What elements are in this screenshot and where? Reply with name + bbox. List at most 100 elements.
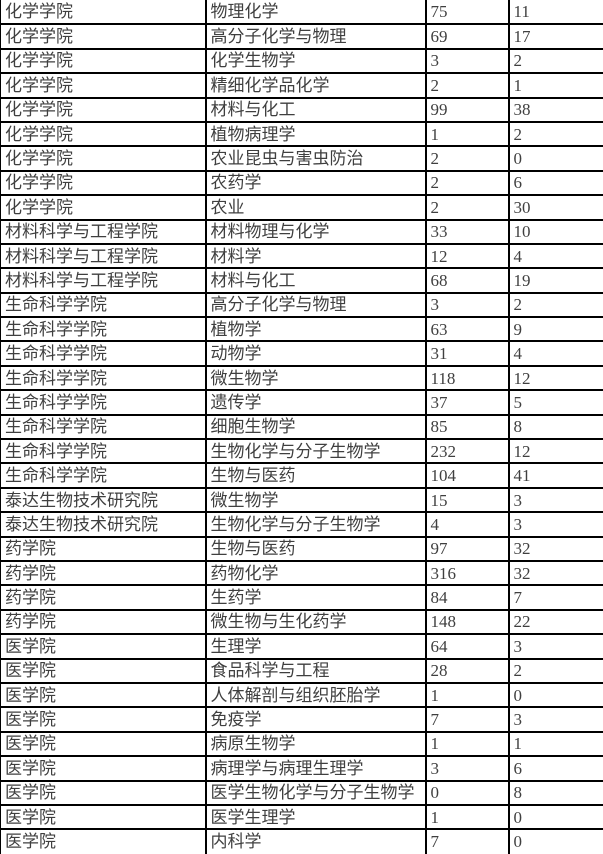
major-cell: 遗传学: [204, 389, 427, 416]
table-row: 药学院 生药学 84 7: [0, 584, 603, 611]
count1-cell: 33: [424, 218, 510, 245]
college-cell: 生命科学学院: [0, 413, 207, 441]
college-cell: 医学院: [0, 779, 207, 806]
table-row: 材料科学与工程学院 材料与化工 68 19: [0, 267, 603, 294]
college-cell: 化学学院: [0, 96, 207, 123]
college-cell: 化学学院: [0, 120, 207, 148]
count1-cell: 1: [424, 730, 510, 758]
count1-cell: 3: [424, 291, 510, 319]
college-cell: 化学学院: [0, 47, 207, 75]
count1-cell: 84: [424, 584, 510, 611]
count2-cell: 0: [507, 145, 603, 172]
major-cell: 微生物学: [204, 486, 427, 514]
college-cell: 医学院: [0, 730, 207, 758]
major-cell: 动物学: [204, 340, 427, 367]
major-cell: 材料物理与化学: [204, 218, 427, 245]
count2-cell: 32: [507, 535, 603, 563]
college-cell: 药学院: [0, 608, 207, 636]
count2-cell: 12: [507, 438, 603, 465]
count2-cell: 12: [507, 364, 603, 392]
count2-cell: 10: [507, 218, 603, 245]
count2-cell: 2: [507, 657, 603, 684]
table-row: 化学学院 精细化学品化学 2 1: [0, 72, 603, 99]
major-cell: 生物与医药: [204, 462, 427, 489]
college-cell: 化学学院: [0, 145, 207, 172]
table-row: 药学院 生物与医药 97 32: [0, 535, 603, 563]
count2-cell: 4: [507, 340, 603, 367]
table-row: 化学学院 物理化学 75 11: [0, 0, 603, 26]
college-cell: 生命科学学院: [0, 438, 207, 465]
major-cell: 医学生物化学与分子生物学: [204, 779, 427, 806]
count1-cell: 28: [424, 657, 510, 684]
count2-cell: 19: [507, 267, 603, 294]
major-cell: 农业: [204, 194, 427, 221]
table-row: 材料科学与工程学院 材料物理与化学 33 10: [0, 218, 603, 245]
major-cell: 植物学: [204, 316, 427, 343]
count1-cell: 63: [424, 316, 510, 343]
major-cell: 物理化学: [204, 0, 427, 26]
count1-cell: 1: [424, 803, 510, 831]
count2-cell: 3: [507, 486, 603, 514]
count2-cell: 0: [507, 803, 603, 831]
college-cell: 材料科学与工程学院: [0, 218, 207, 245]
college-cell: 生命科学学院: [0, 389, 207, 416]
count2-cell: 11: [507, 0, 603, 26]
count2-cell: 2: [507, 291, 603, 319]
major-cell: 农业昆虫与害虫防治: [204, 145, 427, 172]
college-cell: 泰达生物技术研究院: [0, 511, 207, 538]
count1-cell: 64: [424, 633, 510, 660]
count1-cell: 3: [424, 47, 510, 75]
college-cell: 医学院: [0, 706, 207, 733]
count1-cell: 7: [424, 828, 510, 854]
major-cell: 材料学: [204, 242, 427, 270]
major-cell: 高分子化学与物理: [204, 23, 427, 50]
table-row: 医学院 病理学与病理生理学 3 6: [0, 755, 603, 782]
college-cell: 材料科学与工程学院: [0, 267, 207, 294]
college-cell: 化学学院: [0, 194, 207, 221]
table-row: 化学学院 化学生物学 3 2: [0, 47, 603, 75]
count2-cell: 5: [507, 389, 603, 416]
table-row: 化学学院 农药学 2 6: [0, 169, 603, 197]
count2-cell: 9: [507, 316, 603, 343]
table-row: 泰达生物技术研究院 生物化学与分子生物学 4 3: [0, 511, 603, 538]
count2-cell: 4: [507, 242, 603, 270]
table-row: 化学学院 农业 2 30: [0, 194, 603, 221]
major-cell: 精细化学品化学: [204, 72, 427, 99]
major-cell: 材料与化工: [204, 96, 427, 123]
major-cell: 农药学: [204, 169, 427, 197]
table-row: 生命科学学院 高分子化学与物理 3 2: [0, 291, 603, 319]
major-cell: 植物病理学: [204, 120, 427, 148]
count1-cell: 15: [424, 486, 510, 514]
table-row: 生命科学学院 植物学 63 9: [0, 316, 603, 343]
count1-cell: 97: [424, 535, 510, 563]
college-cell: 医学院: [0, 657, 207, 684]
major-cell: 药物化学: [204, 559, 427, 587]
table-row: 化学学院 植物病理学 1 2: [0, 120, 603, 148]
count2-cell: 1: [507, 730, 603, 758]
college-cell: 化学学院: [0, 169, 207, 197]
college-cell: 药学院: [0, 559, 207, 587]
table-row: 化学学院 材料与化工 99 38: [0, 96, 603, 123]
major-cell: 病理学与病理生理学: [204, 755, 427, 782]
count2-cell: 38: [507, 96, 603, 123]
major-cell: 高分子化学与物理: [204, 291, 427, 319]
major-cell: 病原生物学: [204, 730, 427, 758]
count1-cell: 75: [424, 0, 510, 26]
college-cell: 化学学院: [0, 23, 207, 50]
major-cell: 微生物与生化药学: [204, 608, 427, 636]
table-row: 医学院 医学生理学 1 0: [0, 803, 603, 831]
major-cell: 内科学: [204, 828, 427, 854]
count1-cell: 1: [424, 681, 510, 709]
count1-cell: 148: [424, 608, 510, 636]
major-cell: 生物与医药: [204, 535, 427, 563]
major-cell: 生物化学与分子生物学: [204, 438, 427, 465]
college-cell: 药学院: [0, 535, 207, 563]
table-row: 医学院 免疫学 7 3: [0, 706, 603, 733]
table-row: 材料科学与工程学院 材料学 12 4: [0, 242, 603, 270]
count1-cell: 2: [424, 194, 510, 221]
major-cell: 免疫学: [204, 706, 427, 733]
table-row: 药学院 药物化学 316 32: [0, 559, 603, 587]
